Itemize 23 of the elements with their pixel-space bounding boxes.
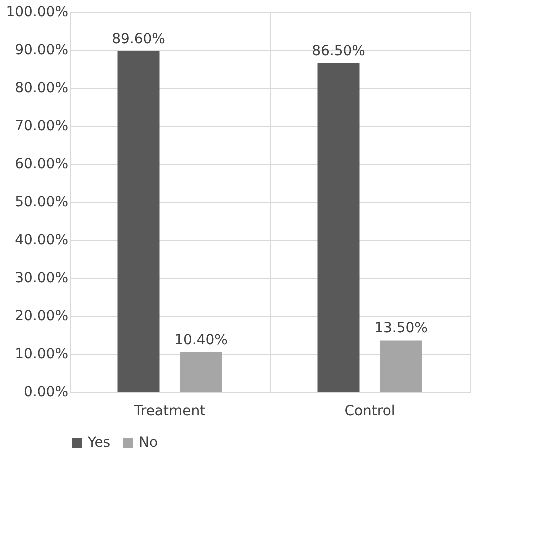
- y-tick-label: 100.00%: [6, 4, 68, 20]
- y-tick-label: 70.00%: [15, 118, 68, 134]
- bar: [380, 340, 422, 392]
- legend-label: No: [139, 435, 158, 451]
- data-label: 10.40%: [174, 332, 228, 348]
- y-tick-label: 80.00%: [15, 80, 68, 96]
- data-label: 86.50%: [312, 43, 366, 60]
- data-label: 89.60%: [112, 32, 166, 48]
- x-tick-label: Control: [344, 404, 396, 420]
- y-tick-label: 20.00%: [15, 308, 68, 324]
- y-tick-label: 90.00%: [15, 42, 68, 58]
- x-tick-label: Treatment: [133, 404, 206, 420]
- y-tick-label: 30.00%: [15, 270, 68, 286]
- y-tick-label: 10.00%: [15, 346, 68, 362]
- y-tick-label: 40.00%: [15, 232, 68, 248]
- bar: [318, 63, 360, 392]
- y-tick-label: 60.00%: [15, 156, 68, 172]
- y-tick-label: 0.00%: [24, 384, 68, 400]
- y-tick-label: 50.00%: [15, 194, 68, 210]
- data-label: 13.50%: [374, 320, 428, 337]
- bar: [118, 52, 160, 392]
- legend-label: Yes: [87, 435, 111, 451]
- bar: [180, 352, 222, 392]
